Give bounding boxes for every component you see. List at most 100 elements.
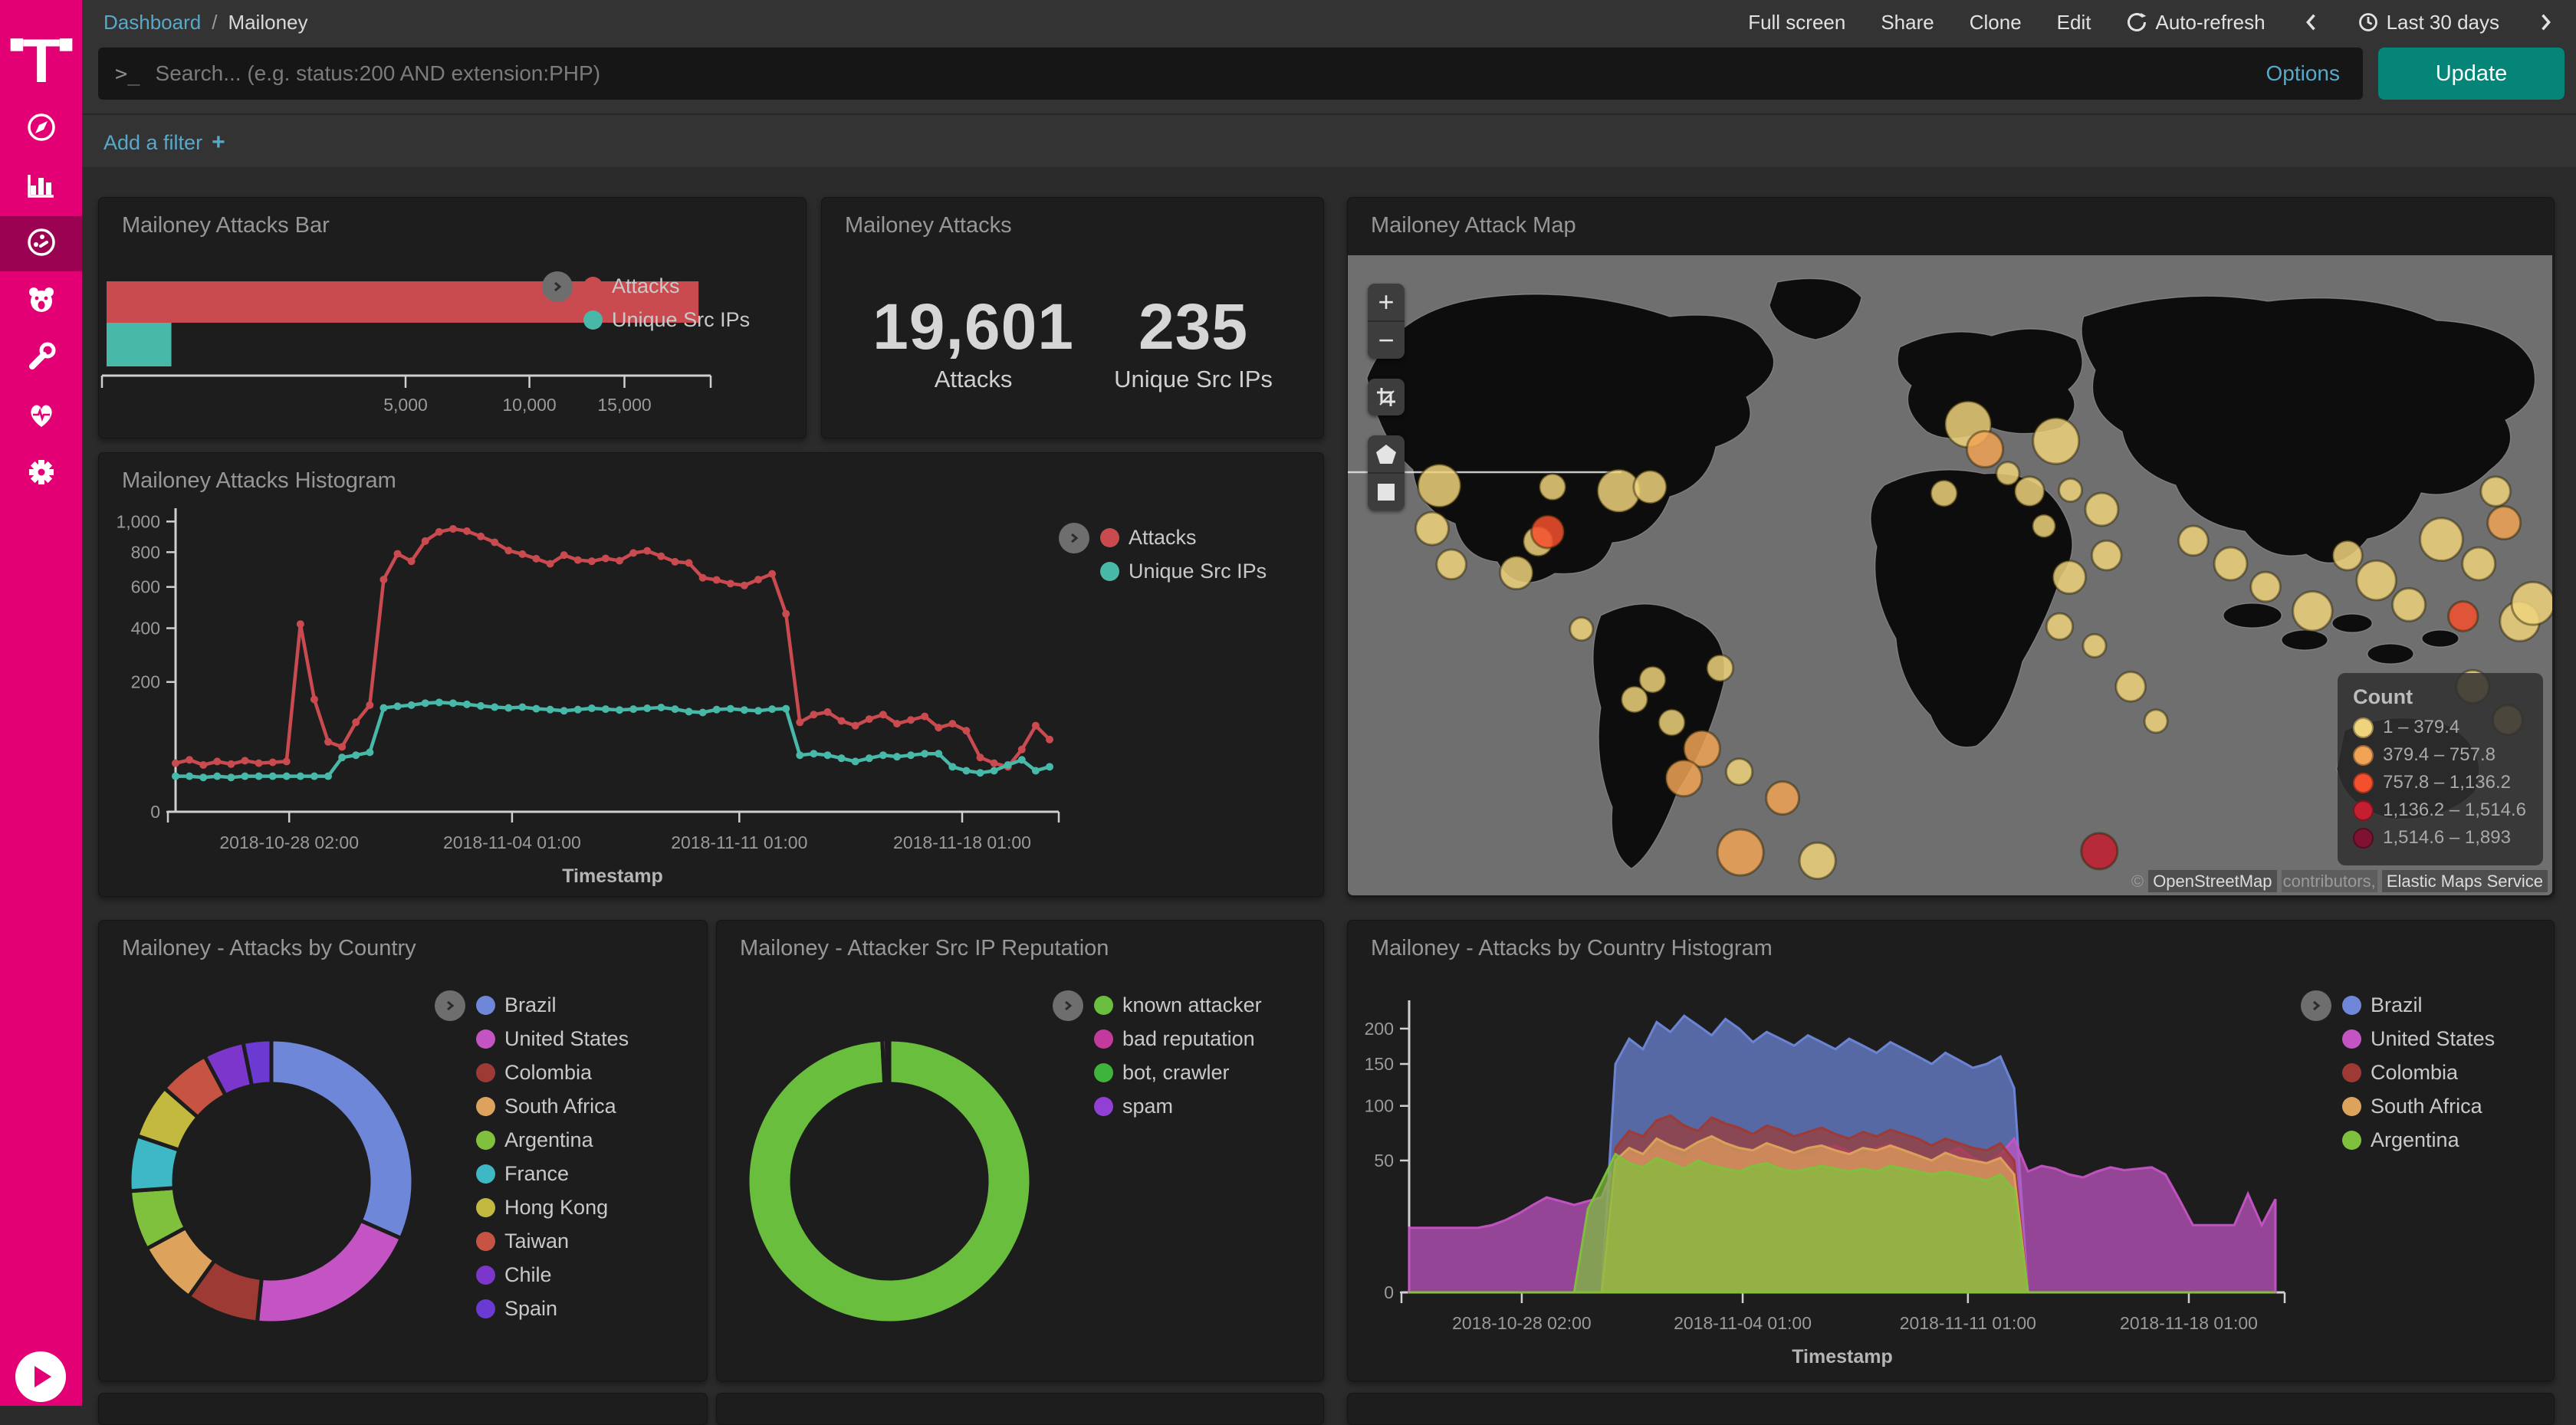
legend-item[interactable]: Attacks: [1100, 526, 1267, 550]
legend-item[interactable]: Brazil: [476, 993, 629, 1017]
sidebar-item-dashboard[interactable]: [0, 216, 82, 271]
sidebar-item-monitoring[interactable]: [0, 389, 82, 443]
legend-item[interactable]: Argentina: [476, 1128, 629, 1152]
sidebar-item-management[interactable]: [0, 447, 82, 501]
time-forward-button[interactable]: [2535, 11, 2556, 33]
panel-title: Mailoney Attacks Histogram: [122, 468, 396, 493]
country-histogram-chart[interactable]: 0 50 100 150 200 2018-10-28 02:00 2018-11-04 0…: [1348, 921, 2554, 1381]
map-zoom-in-button[interactable]: +: [1378, 286, 1395, 317]
legend-label: United States: [2371, 1027, 2496, 1050]
map-legend-title: Count: [2353, 685, 2413, 708]
legend-item[interactable]: bad reputation: [1094, 1027, 1262, 1051]
gauge-icon: [24, 225, 59, 264]
chart-legend: Attacks Unique Src IPs: [542, 271, 750, 342]
legend-item[interactable]: 757.8 – 1,136.2: [2353, 772, 2526, 793]
share-button[interactable]: Share: [1881, 10, 1934, 34]
panel-src-ip-reputation: Mailoney - Attacker Src IP Reputation kn…: [716, 920, 1324, 1381]
legend-item[interactable]: bot, crawler: [1094, 1061, 1262, 1085]
svg-text:200: 200: [131, 672, 160, 692]
query-options-link[interactable]: Options: [2266, 61, 2341, 85]
map-draw-polygon-button[interactable]: [1368, 435, 1405, 472]
svg-text:2018-11-11 01:00: 2018-11-11 01:00: [1900, 1313, 2036, 1333]
legend-item[interactable]: Unique Src IPs: [1100, 560, 1267, 583]
map-controls: + −: [1368, 284, 1405, 511]
cropped-panel: [98, 1393, 708, 1425]
legend-color-dot: [476, 1097, 495, 1116]
legend-toggle-button[interactable]: [1053, 990, 1083, 1021]
legend-item[interactable]: Colombia: [2342, 1061, 2495, 1085]
legend-toggle-button[interactable]: [542, 271, 573, 302]
legend-color-dot: [1094, 996, 1113, 1015]
legend-item[interactable]: United States: [476, 1027, 629, 1051]
breadcrumb-dashboard-link[interactable]: Dashboard: [104, 10, 202, 34]
legend-item[interactable]: Colombia: [476, 1061, 629, 1085]
attacks-histogram-chart[interactable]: 0 200 400 600 800 1,000 2018-10-28 02:00 2018-1…: [99, 453, 1323, 896]
legend-item[interactable]: 1,136.2 – 1,514.6: [2353, 800, 2526, 821]
reputation-donut-chart[interactable]: [740, 1032, 1039, 1331]
breadcrumb: Dashboard / Mailoney: [104, 11, 308, 34]
map-crop-button[interactable]: [1368, 379, 1405, 415]
legend-item[interactable]: Brazil: [2342, 993, 2495, 1017]
legend-item[interactable]: Attacks: [583, 274, 750, 298]
chevron-left-icon: [2305, 14, 2315, 31]
legend-item[interactable]: 379.4 – 757.8: [2353, 744, 2526, 766]
legend-item[interactable]: 1 – 379.4: [2353, 717, 2526, 738]
openstreetmap-link[interactable]: OpenStreetMap: [2148, 870, 2277, 892]
sidebar-item-tpot[interactable]: [0, 274, 82, 328]
map-draw-rectangle-button[interactable]: [1368, 472, 1405, 511]
country-donut-chart[interactable]: [122, 1032, 421, 1331]
chart-legend: Brazil United States Colombia South Africa A…: [435, 990, 629, 1331]
legend-label: Unique Src IPs: [1129, 560, 1267, 583]
legend-label: Argentina: [504, 1128, 593, 1151]
time-back-button[interactable]: [2301, 11, 2322, 33]
legend-color-dot: [2342, 996, 2361, 1015]
legend-item[interactable]: Hong Kong: [476, 1196, 629, 1220]
legend-toggle-button[interactable]: [435, 990, 465, 1021]
full-screen-button[interactable]: Full screen: [1748, 10, 1846, 34]
sidebar-item-devtools[interactable]: [0, 332, 82, 386]
add-filter-button[interactable]: Add a filter +: [104, 130, 225, 155]
legend-item[interactable]: United States: [2342, 1027, 2495, 1051]
legend-item[interactable]: Taiwan: [476, 1230, 629, 1253]
legend-color-dot: [476, 1063, 495, 1082]
world-map[interactable]: [1348, 255, 2552, 895]
legend-color-dot: [2353, 717, 2374, 738]
metric-label: Attacks: [934, 366, 1013, 392]
map-zoom-out-button[interactable]: −: [1368, 320, 1405, 359]
auto-refresh-button[interactable]: Auto-refresh: [2126, 11, 2266, 34]
terminal-prompt-icon: >_: [115, 61, 140, 86]
legend-item[interactable]: spam: [1094, 1095, 1262, 1118]
sidebar-item-discover[interactable]: [0, 102, 82, 156]
sidebar-item-visualize[interactable]: [0, 159, 82, 213]
legend-color-dot: [583, 277, 603, 296]
wrench-icon: [24, 340, 59, 379]
clone-button[interactable]: Clone: [1969, 10, 2022, 34]
legend-color-dot: [2342, 1097, 2361, 1116]
edit-button[interactable]: Edit: [2056, 10, 2091, 34]
legend-item[interactable]: Spain: [476, 1297, 629, 1321]
legend-toggle-button[interactable]: [1059, 523, 1089, 553]
elastic-maps-service-link[interactable]: Elastic Maps Service: [2381, 870, 2548, 892]
legend-item[interactable]: known attacker: [1094, 993, 1262, 1017]
metric-value: 19,601: [872, 291, 1074, 363]
legend-color-dot: [1100, 562, 1119, 581]
legend-item[interactable]: South Africa: [476, 1095, 629, 1118]
legend-item[interactable]: Chile: [476, 1263, 629, 1287]
legend-toggle-button[interactable]: [2301, 990, 2331, 1021]
legend-item[interactable]: 1,514.6 – 1,893: [2353, 827, 2526, 849]
metric-attacks: 19,601 Attacks: [872, 290, 1074, 393]
legend-label: France: [504, 1162, 570, 1185]
sidebar-expand-button[interactable]: [15, 1351, 66, 1402]
legend-item[interactable]: South Africa: [2342, 1095, 2495, 1118]
time-range-picker[interactable]: Last 30 days: [2358, 11, 2499, 34]
legend-item[interactable]: Unique Src IPs: [583, 308, 750, 332]
legend-item[interactable]: Argentina: [2342, 1128, 2495, 1152]
search-input[interactable]: [153, 61, 2266, 87]
metric-label: Unique Src IPs: [1114, 366, 1273, 392]
legend-label: Unique Src IPs: [612, 308, 751, 331]
update-button[interactable]: Update: [2378, 48, 2564, 100]
legend-color-dot: [2353, 744, 2374, 766]
legend-item[interactable]: France: [476, 1162, 629, 1186]
legend-color-dot: [2342, 1063, 2361, 1082]
legend-label: known attacker: [1122, 993, 1262, 1016]
